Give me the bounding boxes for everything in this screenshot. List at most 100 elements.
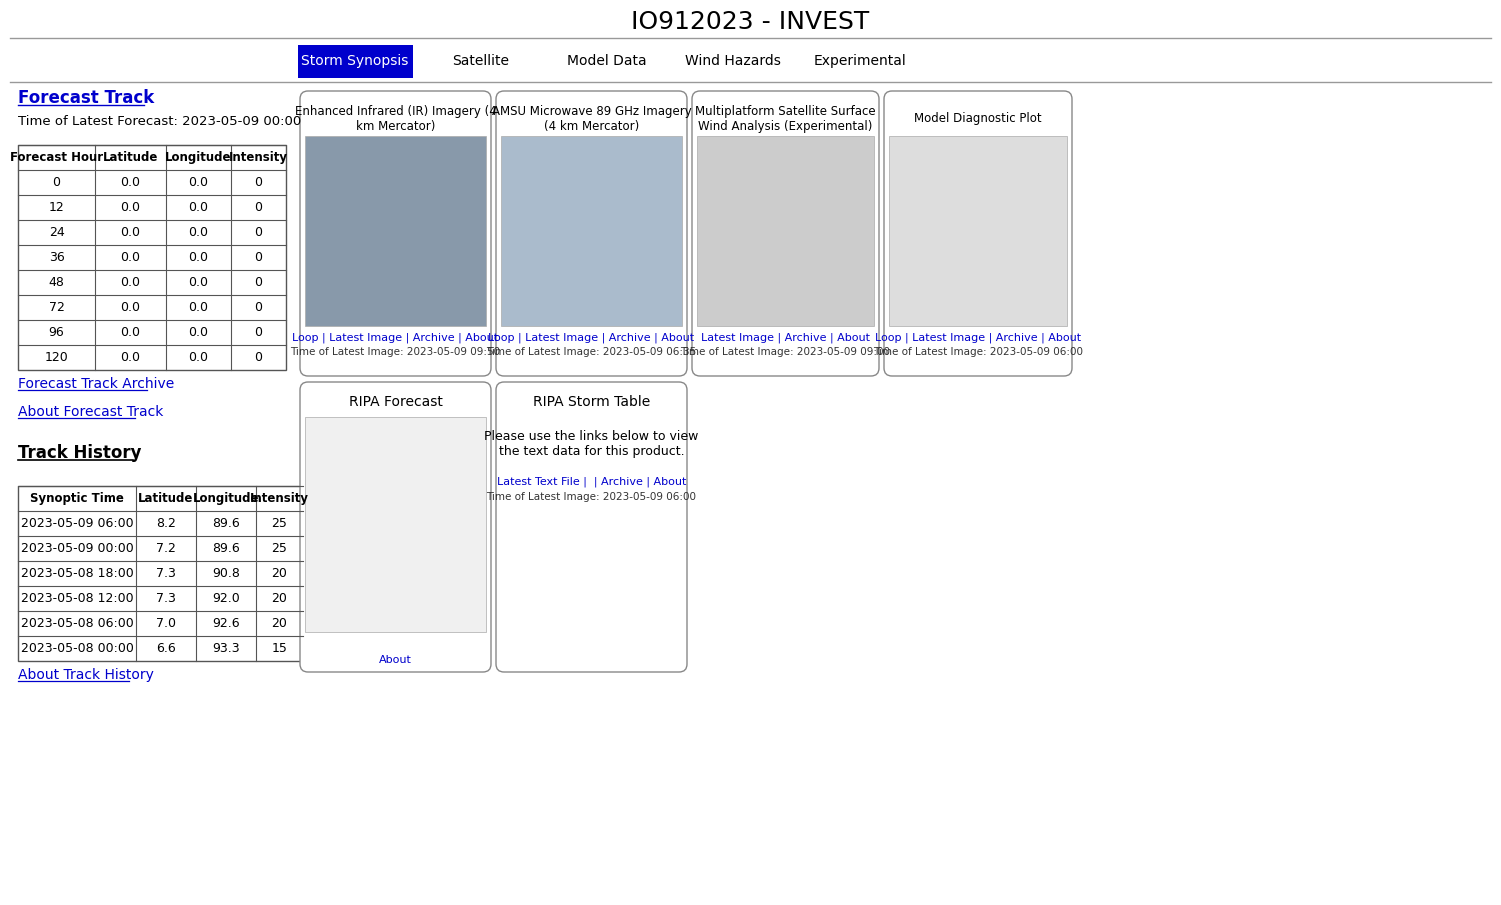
- Text: Enhanced Infrared (IR) Imagery (4
km Mercator): Enhanced Infrared (IR) Imagery (4 km Mer…: [294, 105, 497, 133]
- Text: Synoptic Time: Synoptic Time: [30, 492, 125, 505]
- Text: Latest Text File |  | Archive | About: Latest Text File | | Archive | About: [497, 477, 686, 487]
- Text: RIPA Storm Table: RIPA Storm Table: [533, 395, 650, 409]
- Text: 7.0: 7.0: [156, 617, 176, 630]
- Text: Loop | Latest Image | Archive | About: Loop | Latest Image | Archive | About: [488, 333, 695, 343]
- Text: 0.0: 0.0: [120, 251, 141, 264]
- Text: 20: 20: [272, 617, 287, 630]
- Text: Latitude: Latitude: [138, 492, 194, 505]
- Text: Latitude: Latitude: [102, 151, 158, 164]
- Text: 0.0: 0.0: [120, 301, 141, 314]
- Text: 20: 20: [272, 567, 287, 580]
- Text: 2023-05-08 18:00: 2023-05-08 18:00: [21, 567, 134, 580]
- FancyBboxPatch shape: [692, 91, 880, 376]
- Text: Time of Latest Image: 2023-05-09 06:00: Time of Latest Image: 2023-05-09 06:00: [486, 492, 696, 502]
- Text: 8.2: 8.2: [156, 517, 176, 530]
- Text: 93.3: 93.3: [212, 642, 240, 655]
- Text: 0.0: 0.0: [189, 251, 209, 264]
- Text: 0.0: 0.0: [120, 176, 141, 189]
- Text: the text data for this product.: the text data for this product.: [498, 445, 684, 459]
- Text: 0: 0: [255, 176, 263, 189]
- Text: 20: 20: [272, 592, 287, 605]
- Text: Longitude: Longitude: [192, 492, 260, 505]
- Text: Longitude: Longitude: [165, 151, 231, 164]
- Text: 0.0: 0.0: [189, 276, 209, 289]
- Text: 92.6: 92.6: [212, 617, 240, 630]
- Text: Loop | Latest Image | Archive | About: Loop | Latest Image | Archive | About: [875, 333, 1081, 343]
- Text: Time of Latest Image: 2023-05-09 06:00: Time of Latest Image: 2023-05-09 06:00: [874, 347, 1084, 357]
- Text: 7.3: 7.3: [156, 567, 176, 580]
- Text: 0.0: 0.0: [120, 226, 141, 239]
- Text: 0: 0: [255, 251, 263, 264]
- Text: 6.6: 6.6: [156, 642, 176, 655]
- Text: About: About: [380, 655, 411, 665]
- Text: IO912023 - INVEST: IO912023 - INVEST: [632, 10, 869, 34]
- Text: 90.8: 90.8: [212, 567, 240, 580]
- Text: 0.0: 0.0: [120, 201, 141, 214]
- Text: 0: 0: [255, 326, 263, 339]
- FancyBboxPatch shape: [495, 382, 687, 672]
- FancyBboxPatch shape: [297, 45, 413, 78]
- Text: 0: 0: [255, 201, 263, 214]
- Text: 89.6: 89.6: [212, 542, 240, 555]
- Text: 0.0: 0.0: [120, 276, 141, 289]
- Text: 0.0: 0.0: [189, 176, 209, 189]
- Text: 2023-05-08 12:00: 2023-05-08 12:00: [21, 592, 134, 605]
- Text: 48: 48: [48, 276, 65, 289]
- Bar: [305, 136, 486, 326]
- Text: Model Diagnostic Plot: Model Diagnostic Plot: [914, 112, 1042, 126]
- Text: 7.2: 7.2: [156, 542, 176, 555]
- Bar: [18, 486, 303, 661]
- Text: RIPA Forecast: RIPA Forecast: [348, 395, 443, 409]
- Text: 0.0: 0.0: [189, 201, 209, 214]
- Text: Experimental: Experimental: [814, 54, 907, 69]
- Text: 2023-05-09 06:00: 2023-05-09 06:00: [21, 517, 134, 530]
- Text: 12: 12: [48, 201, 65, 214]
- Text: Latest Image | Archive | About: Latest Image | Archive | About: [701, 333, 871, 343]
- Text: 2023-05-09 00:00: 2023-05-09 00:00: [21, 542, 134, 555]
- Text: 36: 36: [48, 251, 65, 264]
- Text: Please use the links below to view: Please use the links below to view: [485, 431, 698, 443]
- FancyBboxPatch shape: [884, 91, 1072, 376]
- Text: Storm Synopsis: Storm Synopsis: [302, 54, 408, 69]
- Text: 120: 120: [45, 351, 69, 364]
- Text: 2023-05-08 06:00: 2023-05-08 06:00: [21, 617, 134, 630]
- Bar: [305, 417, 486, 632]
- FancyBboxPatch shape: [495, 91, 687, 376]
- Text: About Forecast Track: About Forecast Track: [18, 405, 164, 419]
- Text: 0.0: 0.0: [189, 226, 209, 239]
- Text: 0: 0: [255, 276, 263, 289]
- Text: 25: 25: [272, 542, 287, 555]
- Bar: [501, 136, 681, 326]
- Text: Time of Latest Forecast: 2023-05-09 00:00: Time of Latest Forecast: 2023-05-09 00:0…: [18, 115, 302, 128]
- Text: 0.0: 0.0: [120, 351, 141, 364]
- Text: Intensity: Intensity: [230, 151, 288, 164]
- Text: Model Data: Model Data: [567, 54, 647, 69]
- Text: Time of Latest Image: 2023-05-09 09:00: Time of Latest Image: 2023-05-09 09:00: [680, 347, 890, 357]
- Text: Time of Latest Image: 2023-05-09 09:50: Time of Latest Image: 2023-05-09 09:50: [290, 347, 500, 357]
- Text: 0.0: 0.0: [189, 301, 209, 314]
- FancyBboxPatch shape: [300, 382, 491, 672]
- Bar: [889, 136, 1067, 326]
- Bar: [696, 136, 874, 326]
- Bar: [18, 145, 287, 370]
- Text: 72: 72: [48, 301, 65, 314]
- Text: Satellite: Satellite: [452, 54, 509, 69]
- Text: Time of Latest Image: 2023-05-09 06:35: Time of Latest Image: 2023-05-09 06:35: [486, 347, 696, 357]
- Text: Track History: Track History: [18, 444, 141, 462]
- Text: AMSU Microwave 89 GHz Imagery
(4 km Mercator): AMSU Microwave 89 GHz Imagery (4 km Merc…: [492, 105, 692, 133]
- Text: 15: 15: [272, 642, 287, 655]
- Text: 0.0: 0.0: [189, 351, 209, 364]
- Text: 89.6: 89.6: [212, 517, 240, 530]
- Text: 96: 96: [48, 326, 65, 339]
- Text: 0: 0: [255, 226, 263, 239]
- Text: 0: 0: [255, 351, 263, 364]
- Text: 0: 0: [53, 176, 60, 189]
- Text: Forecast Track: Forecast Track: [18, 89, 155, 107]
- Text: 25: 25: [272, 517, 287, 530]
- Text: Wind Hazards: Wind Hazards: [684, 54, 781, 69]
- Text: Forecast Hour: Forecast Hour: [11, 151, 104, 164]
- Text: 0.0: 0.0: [189, 326, 209, 339]
- Text: About Track History: About Track History: [18, 668, 155, 682]
- Text: 0: 0: [255, 301, 263, 314]
- Text: Intensity: Intensity: [251, 492, 309, 505]
